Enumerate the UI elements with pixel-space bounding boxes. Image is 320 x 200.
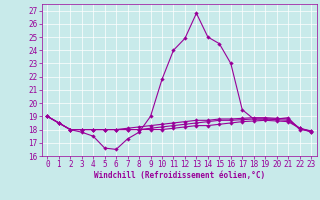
X-axis label: Windchill (Refroidissement éolien,°C): Windchill (Refroidissement éolien,°C) bbox=[94, 171, 265, 180]
